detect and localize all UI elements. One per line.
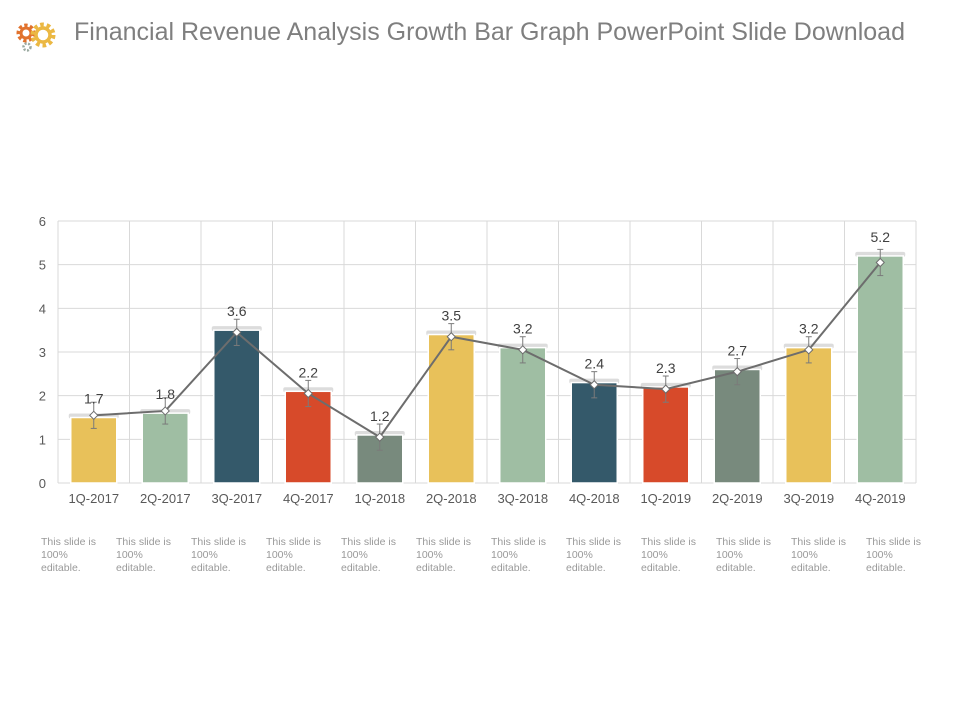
note-text: This slide is 100% editable.: [416, 536, 471, 574]
line-marker: [446, 332, 456, 342]
x-tick-label: 4Q-2019: [855, 491, 906, 506]
bar: [141, 412, 189, 484]
line-marker: [89, 410, 99, 421]
notes-row: This slide is 100% editable. This slide i…: [41, 536, 931, 576]
gear-yellow-icon: [30, 22, 56, 48]
line-marker: [732, 366, 742, 377]
note-text: This slide is 100% editable.: [866, 536, 921, 574]
y-tick-label: 3: [39, 345, 46, 360]
line-marker: [303, 388, 313, 399]
note-text: This slide is 100% editable.: [641, 536, 696, 574]
data-label: 1.7: [84, 391, 104, 407]
bar: [856, 255, 904, 484]
y-tick-label: 1: [39, 432, 46, 447]
data-label: 3.2: [799, 321, 819, 337]
bar: [713, 368, 761, 484]
line-marker: [518, 345, 528, 355]
line-marker: [875, 257, 885, 268]
gear-gray-icon: [22, 42, 32, 52]
title-row: Financial Revenue Analysis Growth Bar Gr…: [8, 12, 905, 52]
data-label: 2.7: [728, 342, 748, 358]
x-tick-label: 1Q-2019: [640, 491, 691, 506]
data-label: 3.5: [442, 308, 462, 324]
note-text: This slide is 100% editable.: [491, 536, 546, 574]
data-label: 2.4: [585, 356, 605, 372]
data-label: 2.3: [656, 360, 676, 376]
x-tick-label: 3Q-2017: [211, 491, 262, 506]
y-tick-label: 0: [39, 476, 46, 491]
bar: [570, 381, 618, 484]
line-marker: [661, 384, 671, 394]
line-marker: [160, 406, 170, 416]
x-tick-label: 3Q-2019: [783, 491, 834, 506]
slide-title: Financial Revenue Analysis Growth Bar Gr…: [74, 17, 905, 46]
x-tick-label: 4Q-2018: [569, 491, 620, 506]
bar-chart: 0 1 2 3 4 5 6 1Q-2017 2Q-2017 3Q-2017 4Q-2017 1Q-20…: [39, 214, 917, 506]
y-tick-label: 5: [39, 258, 46, 273]
data-label: 2.2: [299, 364, 319, 380]
bar: [499, 346, 547, 484]
bar: [427, 333, 475, 484]
bar: [213, 329, 261, 484]
note-text: This slide is 100% editable.: [41, 536, 96, 574]
data-label: 3.6: [227, 303, 247, 319]
x-tick-label: 1Q-2017: [68, 491, 119, 506]
x-tick-label: 2Q-2017: [140, 491, 191, 506]
x-tick-label: 3Q-2018: [497, 491, 548, 506]
data-label: 3.2: [513, 321, 533, 337]
note-text: This slide is 100% editable.: [791, 536, 846, 574]
trend-line: [93, 261, 882, 439]
line-marker: [804, 345, 814, 355]
note-text: This slide is 100% editable.: [716, 536, 771, 574]
bar: [642, 386, 690, 484]
x-tick-label: 4Q-2017: [283, 491, 334, 506]
gears-icon: [8, 12, 64, 52]
y-tick-label: 2: [39, 389, 46, 404]
note-text: This slide is 100% editable.: [266, 536, 321, 574]
y-tick-label: 4: [39, 301, 46, 316]
data-label: 5.2: [871, 229, 891, 245]
note-text: This slide is 100% editable.: [191, 536, 246, 574]
bar: [70, 416, 118, 484]
note-text: This slide is 100% editable.: [341, 536, 396, 574]
line-marker: [232, 327, 242, 338]
x-tick-label: 2Q-2018: [426, 491, 477, 506]
x-tick-label: 1Q-2018: [354, 491, 405, 506]
note-text: This slide is 100% editable.: [116, 536, 171, 574]
data-label: 1.2: [370, 408, 390, 424]
data-label: 1.8: [156, 386, 176, 402]
bar: [785, 346, 833, 484]
note-text: This slide is 100% editable.: [566, 536, 621, 574]
x-tick-label: 2Q-2019: [712, 491, 763, 506]
y-tick-label: 6: [39, 214, 46, 229]
line-marker: [589, 380, 599, 390]
line-marker: [375, 432, 385, 442]
